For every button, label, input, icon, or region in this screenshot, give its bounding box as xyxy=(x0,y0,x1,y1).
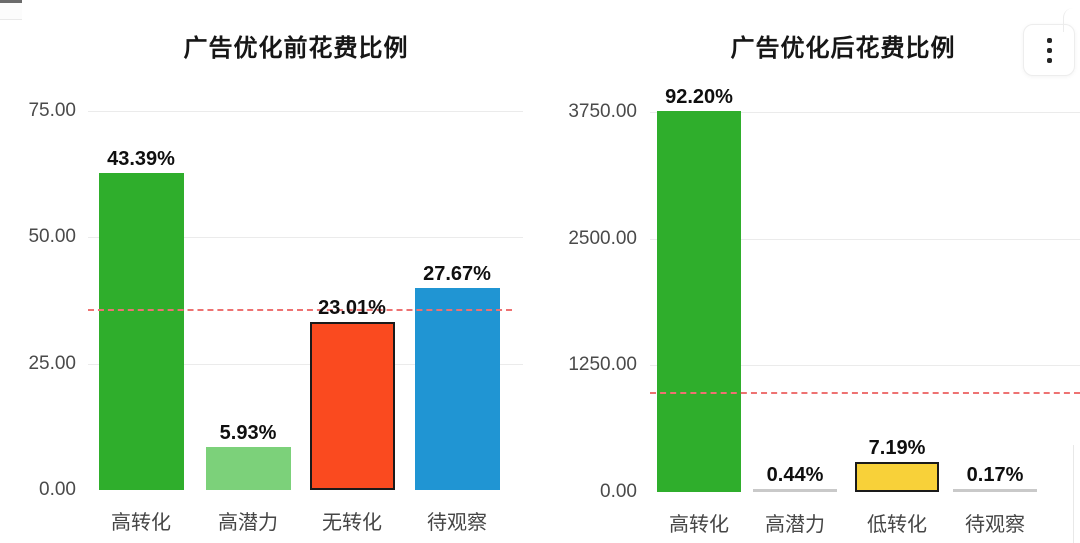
y-gridline xyxy=(650,112,1080,113)
x-axis-category-label: 高转化 xyxy=(111,512,171,534)
y-gridline xyxy=(88,111,523,112)
y-axis-tick-label: 0.00 xyxy=(39,479,76,500)
x-axis-category-label: 无转化 xyxy=(322,512,382,534)
x-axis-category-label: 低转化 xyxy=(867,514,927,536)
bar-value-label: 43.39% xyxy=(107,147,175,170)
cropped-ui-fragment-top-right xyxy=(1063,8,1080,32)
y-gridline xyxy=(650,238,1080,240)
y-axis-tick-label: 50.00 xyxy=(28,226,76,248)
y-gridline xyxy=(650,365,1080,367)
kebab-menu-icon xyxy=(1046,47,1052,53)
bar-待观察[interactable] xyxy=(953,489,1037,492)
x-axis-category-label: 高潜力 xyxy=(218,512,278,534)
average-markline xyxy=(650,391,1080,394)
bar-高转化[interactable] xyxy=(657,111,741,492)
y-gridline xyxy=(88,363,523,365)
more-options-button[interactable] xyxy=(1023,24,1075,76)
bar-无转化[interactable] xyxy=(309,321,395,490)
y-gridline xyxy=(88,237,523,239)
cropped-ui-fragment-right-edge xyxy=(1073,445,1080,543)
bar-高转化[interactable] xyxy=(98,172,184,490)
kebab-menu-icon xyxy=(1046,57,1052,63)
bar-高潜力[interactable] xyxy=(205,446,291,490)
bar-低转化[interactable] xyxy=(855,462,939,492)
x-axis-category-label: 待观察 xyxy=(965,514,1025,536)
bar-待观察[interactable] xyxy=(414,287,500,490)
bar-value-label: 0.44% xyxy=(766,464,824,486)
y-axis-tick-label: 3750.00 xyxy=(568,101,637,122)
bar-value-label: 23.01% xyxy=(318,296,386,319)
x-axis-category-label: 高转化 xyxy=(669,514,729,536)
y-axis-tick-label: 25.00 xyxy=(28,352,76,374)
bar-value-label: 92.20% xyxy=(665,86,733,109)
chart-title-before: 广告优化前花费比例 xyxy=(183,35,409,62)
cropped-ui-fragment-top-left xyxy=(0,0,22,20)
x-axis-category-label: 高潜力 xyxy=(765,514,825,536)
y-axis-tick-label: 0.00 xyxy=(600,481,637,502)
bar-value-label: 27.67% xyxy=(423,262,491,285)
average-markline xyxy=(88,309,512,312)
bar-value-label: 5.93% xyxy=(219,421,277,444)
y-axis-tick-label: 2500.00 xyxy=(568,227,637,249)
bar-value-label: 7.19% xyxy=(868,437,926,460)
kebab-menu-icon xyxy=(1046,37,1052,43)
x-axis-category-label: 待观察 xyxy=(427,512,487,534)
y-axis-tick-label: 75.00 xyxy=(28,100,76,121)
bar-value-label: 0.17% xyxy=(966,464,1024,486)
chart-title-after: 广告优化后花费比例 xyxy=(730,35,956,62)
y-axis-tick-label: 1250.00 xyxy=(568,354,637,376)
bar-高潜力[interactable] xyxy=(753,489,837,492)
